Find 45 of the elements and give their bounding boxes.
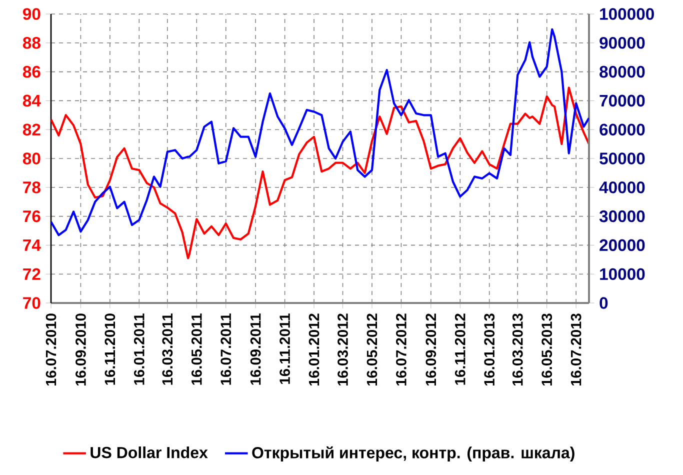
- x-tick-label: 16.11.2011: [280, 313, 290, 384]
- x-tick-label: 16.03.2011: [162, 313, 173, 385]
- x-tick-label: 16.07.2010: [46, 314, 56, 386]
- y2-tick-label: 0: [600, 297, 608, 309]
- x-tick-label: 16.07.2011: [220, 313, 232, 385]
- y-tick-label: 88: [22, 37, 40, 49]
- y-tick-label: 72: [23, 268, 40, 280]
- x-tick-label: 16.01.2013: [484, 314, 495, 386]
- y2-tick-label: 50000: [600, 152, 645, 164]
- y2-tick-label: 20000: [600, 239, 645, 252]
- y-tick-label: 82: [22, 124, 40, 136]
- y2-tick-label: 10000: [600, 268, 645, 280]
- x-tick-label: 16.03.2013: [512, 314, 523, 386]
- y2-tick-label: 70000: [600, 94, 645, 107]
- y-tick-label: 80: [22, 152, 40, 164]
- y2-tick-label: 30000: [599, 210, 645, 222]
- x-tick-label: 16.09.2010: [76, 314, 86, 386]
- y2-tick-label: 90000: [600, 37, 645, 49]
- y2-tick-label: 100000: [600, 8, 654, 20]
- x-tick-label: 16.03.2012: [338, 314, 348, 386]
- line-series: [51, 86, 589, 260]
- x-tick-label: 16.11.2010: [104, 314, 116, 385]
- x-tick-label: 16.01.2012: [308, 314, 320, 386]
- y2-tick-label: 60000: [600, 124, 645, 136]
- y-tick-label: 90: [23, 8, 40, 20]
- y-tick-label: 70: [23, 297, 40, 309]
- x-tick-label: 16.05.2011: [191, 313, 202, 385]
- x-tick-label: 16.07.2013: [570, 314, 582, 386]
- y-tick-label: 74: [23, 239, 41, 251]
- x-tick-label: 16.01.2011: [134, 313, 144, 385]
- y2-tick-label: 80000: [600, 66, 645, 78]
- line-series: [51, 28, 589, 236]
- legend-label: Открытый интерес, контр. (прав. шкала): [252, 446, 574, 462]
- x-tick-label: 16.09.2012: [426, 314, 436, 386]
- x-tick-label: 16.09.2011: [250, 313, 261, 385]
- y-tick-label: 78: [23, 182, 40, 194]
- x-tick-label: 16.05.2013: [542, 314, 552, 386]
- x-tick-label: 16.05.2012: [366, 314, 378, 386]
- y-tick-label: 86: [22, 66, 40, 78]
- y-tick-label: 84: [22, 94, 41, 107]
- y-tick-label: 76: [23, 210, 40, 222]
- legend-label: US Dollar Index: [90, 446, 208, 458]
- x-tick-label: 16.07.2012: [396, 314, 406, 386]
- y2-tick-label: 40000: [599, 182, 645, 194]
- x-tick-label: 16.11.2012: [454, 314, 466, 385]
